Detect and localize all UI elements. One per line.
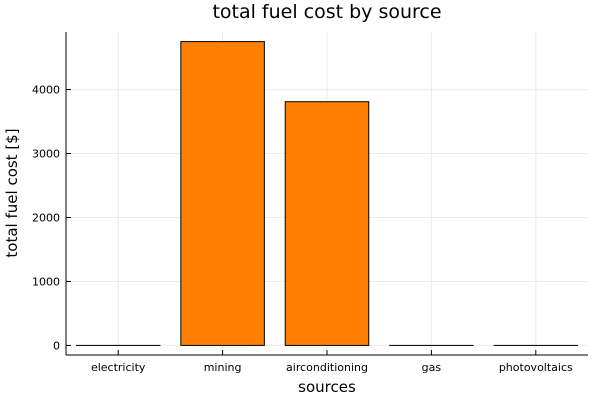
y-tick-label: 1000 — [32, 275, 60, 288]
bars-layer — [75, 41, 579, 346]
x-tick-label: electricity — [91, 361, 146, 374]
bar-airconditioning — [284, 101, 370, 346]
grid-layer — [66, 32, 588, 355]
bar-mining — [180, 41, 265, 346]
x-tick-label: airconditioning — [286, 361, 368, 374]
chart-title: total fuel cost by source — [212, 1, 441, 23]
ticks-layer: 0 1000 2000 3000 4000 electricity mining aircon… — [32, 84, 573, 374]
x-tick-label: mining — [204, 361, 242, 374]
y-tick-label: 2000 — [32, 211, 60, 224]
y-tick-label: 3000 — [32, 148, 60, 161]
x-tick-label: photovoltaics — [499, 361, 573, 374]
x-tick-label: gas — [422, 361, 442, 374]
x-axis-label: sources — [298, 378, 356, 396]
y-axis-label: total fuel cost [$] — [3, 128, 21, 257]
y-tick-label: 0 — [53, 339, 60, 352]
y-tick-label: 4000 — [32, 84, 60, 97]
